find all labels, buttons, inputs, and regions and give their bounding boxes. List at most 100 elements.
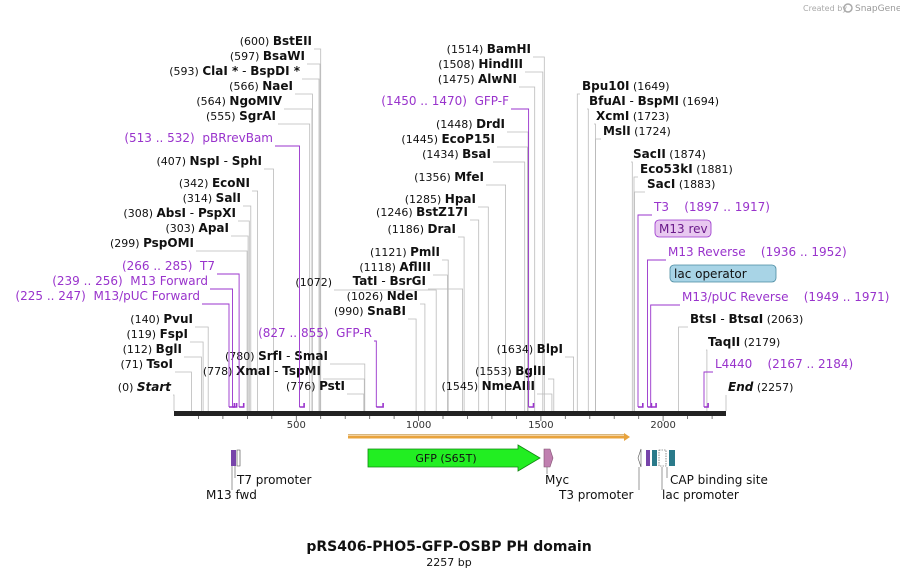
site-text: (1448) DrdI <box>436 117 505 131</box>
site-label-14[interactable]: (593) ClaI * - BspDI * <box>169 64 300 78</box>
lac-operator-box-label: lac operator <box>674 267 747 281</box>
site-text: (593) ClaI * - BspDI * <box>169 64 300 78</box>
site-label-24[interactable]: (1121) PmlI <box>370 245 440 259</box>
site-label-20[interactable]: (1072) <box>295 276 332 289</box>
site-label-34[interactable]: (1514) BamHI <box>447 42 531 56</box>
site-label-29[interactable]: (1434) BsaI <box>422 147 491 161</box>
site-label-44[interactable]: Eco53kI (1881) <box>640 162 733 176</box>
ruler-label-1000: 1000 <box>406 420 431 431</box>
site-label-12[interactable]: (564) NgoMIV <box>196 94 282 108</box>
site-label-10[interactable]: (407) NspI - SphI <box>156 154 262 168</box>
site-label-39[interactable]: Bpu10I (1649) <box>582 79 670 93</box>
feature-track: GFP (S65T) T7 promoter M13 fwd Myc T3 pr… <box>206 433 768 502</box>
primer-label-2[interactable]: (239 .. 256) M13 Forward <box>52 274 208 288</box>
t7-promoter-feature[interactable] <box>231 450 236 466</box>
site-leader-line <box>537 393 553 411</box>
site-leader-line <box>284 108 313 411</box>
site-label-28[interactable]: (1356) MfeI <box>414 170 484 184</box>
m13fwd-feature[interactable] <box>236 449 241 467</box>
site-label-6[interactable]: (303) ApaI <box>165 221 229 235</box>
site-leader-line <box>184 356 202 411</box>
site-label-41[interactable]: XcmI (1723) <box>596 109 669 123</box>
m13-rev-box[interactable] <box>654 219 712 238</box>
primer-label-4[interactable]: (827 .. 855) GFP-R <box>258 326 372 340</box>
site-label-19[interactable]: (776) PstI <box>286 379 345 393</box>
cap-site-feature-2[interactable] <box>669 450 675 466</box>
primer-label-0[interactable]: (513 .. 532) pBRrevBam <box>124 131 273 145</box>
primer-arrow <box>638 403 644 408</box>
watermark-brand: SnapGene <box>855 4 900 14</box>
site-label-33[interactable]: (1508) HindIII <box>438 57 523 71</box>
ruler-label-2000: 2000 <box>650 420 675 431</box>
primer-leader-line <box>374 340 377 407</box>
site-label-43[interactable]: SacII (1874) <box>633 147 706 161</box>
primer-label-9[interactable]: L4440 (2167 .. 2184) <box>715 357 853 371</box>
site-text: XcmI (1723) <box>596 109 669 123</box>
site-label-8[interactable]: (314) SalI <box>183 191 241 205</box>
site-label-5[interactable]: (299) PspOMI <box>110 236 194 250</box>
site-label-1[interactable]: (71) TsoI <box>120 357 173 371</box>
site-label-42[interactable]: MslI (1724) <box>603 124 671 138</box>
t3-promoter-label: T3 promoter <box>558 488 634 502</box>
site-label-45[interactable]: SacI (1883) <box>647 177 715 191</box>
gfp-feature[interactable] <box>367 444 541 472</box>
site-label-17[interactable]: (778) XmaI - TspMI <box>203 364 321 378</box>
site-label-18[interactable]: (780) SrfI - SmaI <box>225 349 328 363</box>
primer-label-1[interactable]: (266 .. 285) T7 <box>122 259 215 273</box>
site-label-46[interactable]: BtsI - BtsαI (2063) <box>690 312 803 326</box>
lac-promoter-feature[interactable] <box>646 450 650 466</box>
site-label-26[interactable]: (1246) BstZ17I <box>376 205 468 219</box>
site-label-30[interactable]: (1445) EcoP15I <box>401 132 495 146</box>
site-label-48[interactable]: End (2257) <box>728 380 793 394</box>
site-label-27[interactable]: (1285) HpaI <box>405 192 476 206</box>
boxed-labels: M13 rev lac operator <box>654 219 777 283</box>
lac-operator-box[interactable] <box>669 264 777 283</box>
primer-leader-line <box>703 371 713 407</box>
primer-label-6[interactable]: T3 (1897 .. 1917) <box>653 200 770 214</box>
primer-label-5[interactable]: (1450 .. 1470) GFP-F <box>381 94 509 108</box>
site-label-22[interactable]: (1026) NdeI <box>347 289 418 303</box>
site-label-40[interactable]: BfuAI - BspMI (1694) <box>589 94 719 108</box>
site-text: TatI - BsrGI <box>353 274 426 288</box>
site-text: (555) SgrAI <box>206 109 276 123</box>
site-label-32[interactable]: (1475) AlwNI <box>438 72 517 86</box>
site-text: (1072) <box>295 276 332 289</box>
t3-promoter-feature[interactable] <box>637 448 642 468</box>
site-text: TaqII (2179) <box>708 335 780 349</box>
site-label-25[interactable]: (1186) DraI <box>387 222 456 236</box>
site-text: (314) SalI <box>183 191 241 205</box>
site-label-0[interactable]: (0) Start <box>118 380 172 394</box>
myc-feature[interactable] <box>543 448 554 468</box>
site-text: (140) PvuI <box>130 312 193 326</box>
site-label-36[interactable]: (1545) NmeAIII <box>442 379 535 393</box>
site-label-9[interactable]: (342) EcoNI <box>179 176 250 190</box>
cap-site-feature[interactable] <box>658 449 667 467</box>
site-label-15[interactable]: (597) BsaWI <box>230 49 305 63</box>
primer-label-3[interactable]: (225 .. 247) M13/pUC Forward <box>15 289 200 303</box>
plasmid-backbone <box>174 411 726 416</box>
primer-leader-line <box>647 259 666 407</box>
primer-leader-line <box>217 273 240 407</box>
site-text: (600) BstEII <box>240 34 312 48</box>
site-label-35[interactable]: TatI - BsrGI <box>353 274 426 288</box>
site-label-11[interactable]: (555) SgrAI <box>206 109 276 123</box>
site-label-4[interactable]: (140) PvuI <box>130 312 193 326</box>
site-label-21[interactable]: (990) SnaBI <box>334 304 406 318</box>
site-text: (1246) BstZ17I <box>376 205 468 219</box>
site-text: (1445) EcoP15I <box>401 132 495 146</box>
primer-label-7[interactable]: M13 Reverse (1936 .. 1952) <box>668 245 847 259</box>
lac-operator-feature[interactable] <box>652 450 657 466</box>
site-label-23[interactable]: (1118) AflIII <box>359 260 431 274</box>
site-label-16[interactable]: (600) BstEII <box>240 34 312 48</box>
site-label-3[interactable]: (119) FspI <box>127 327 188 341</box>
plasmid-title: pRS406-PHO5-GFP-OSBP PH domain <box>306 539 591 555</box>
site-label-31[interactable]: (1448) DrdI <box>436 117 505 131</box>
site-label-47[interactable]: TaqII (2179) <box>708 335 780 349</box>
primer-label-8[interactable]: M13/pUC Reverse (1949 .. 1971) <box>682 290 889 304</box>
site-label-37[interactable]: (1553) BglII <box>475 364 546 378</box>
site-label-38[interactable]: (1634) BlpI <box>497 342 563 356</box>
leader-lines <box>173 48 727 411</box>
site-label-2[interactable]: (112) BglI <box>123 342 182 356</box>
site-label-13[interactable]: (566) NaeI <box>229 79 293 93</box>
site-label-7[interactable]: (308) AbsI - PspXI <box>123 206 236 220</box>
